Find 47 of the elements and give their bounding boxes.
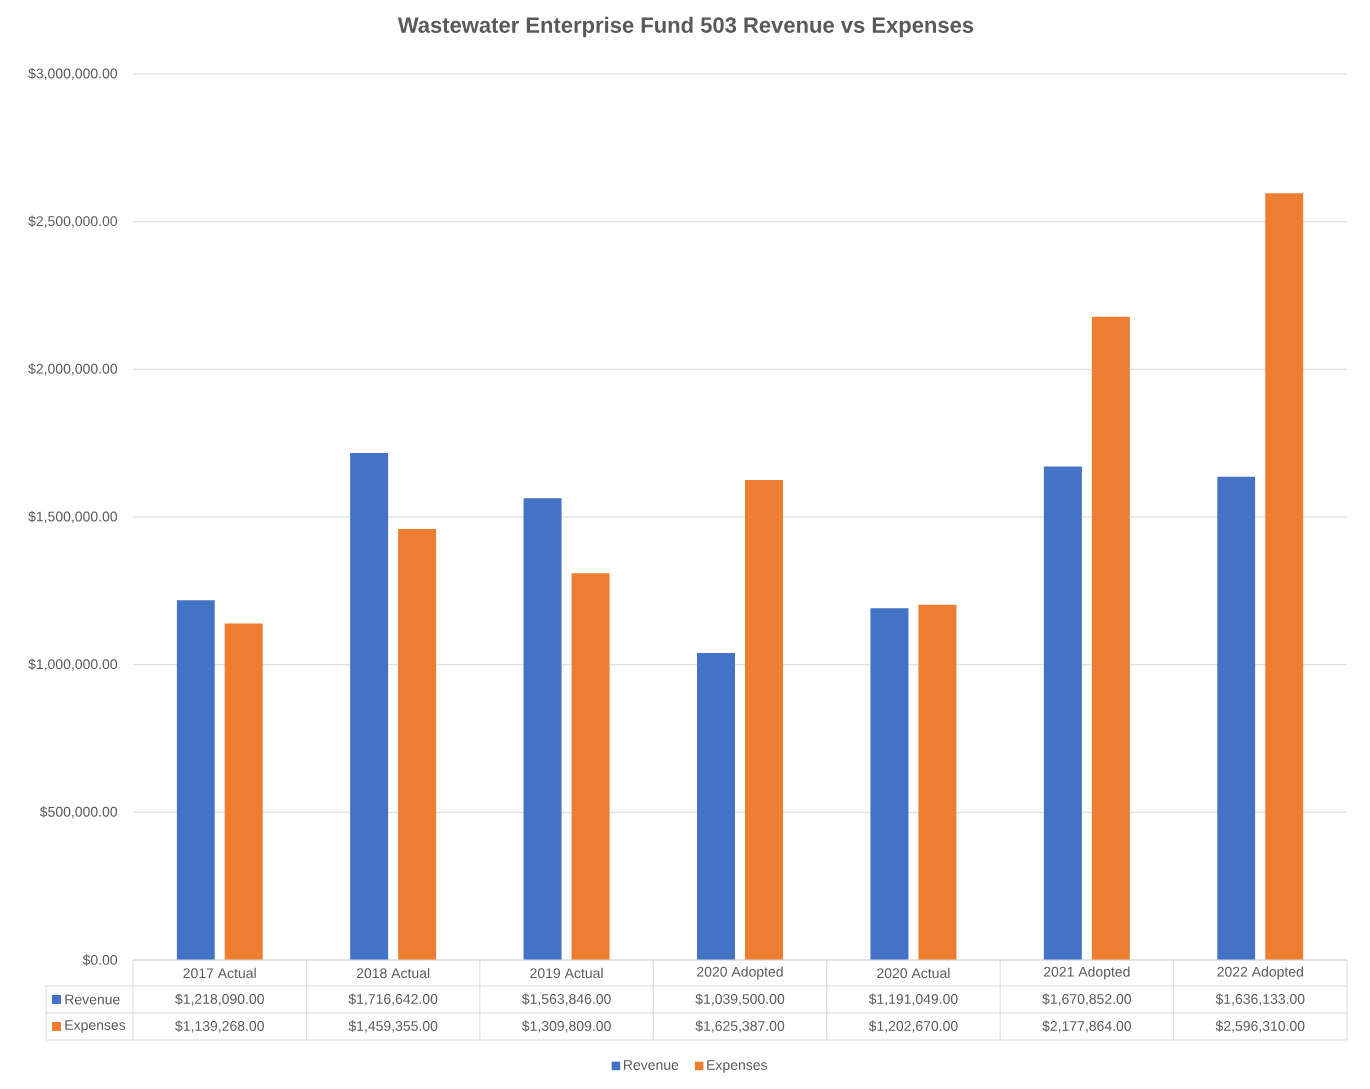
bar (398, 529, 437, 960)
bar (1043, 466, 1082, 960)
bar (870, 608, 909, 960)
x-tick-label: 2022 Adopted (1217, 966, 1303, 980)
text: Revenue (624, 1060, 679, 1070)
y-tick-label: $2,000,000.00 (28, 363, 118, 376)
y-tick-label: $2,500,000.00 (28, 215, 118, 228)
data-label: $1,625,387.00 (695, 1020, 785, 1033)
data-label: $1,139,268.00 (175, 1020, 264, 1033)
x-tick-label: 2019 Actual (530, 967, 603, 979)
x-tick-label: 2017 Actual (183, 967, 256, 979)
bar (697, 653, 735, 960)
bar (1091, 316, 1130, 960)
y-tick-label: $0.00 (82, 954, 118, 966)
bar (918, 604, 957, 960)
y-tick-label: $1,000,000.00 (28, 658, 118, 671)
bar (571, 573, 610, 960)
bar (1217, 476, 1256, 960)
data-label: $1,670,852.00 (1042, 993, 1132, 1006)
bar (1265, 193, 1304, 960)
data-label: $1,716,642.00 (348, 993, 438, 1006)
x-tick-label: 2021 Adopted (1043, 966, 1130, 980)
text: Expenses (65, 1020, 126, 1033)
data-label: $2,177,864.00 (1042, 1020, 1132, 1033)
chart-title: Wastewater Enterprise Fund 503 Revenue vs Expenses (397, 16, 974, 38)
y-tick-label: $500,000.00 (39, 806, 118, 819)
bar (523, 498, 562, 960)
data-label: $1,309,809.00 (521, 1020, 611, 1033)
bar (176, 600, 215, 960)
data-label: $1,202,670.00 (868, 1020, 958, 1033)
bar (350, 453, 389, 960)
bar (224, 623, 263, 960)
legend-label: Expenses (707, 1060, 768, 1073)
legend-label: Revenue (65, 994, 120, 1005)
y-tick-label: $1,500,000.00 (28, 510, 118, 524)
data-label: $1,218,090.00 (175, 993, 264, 1006)
data-label: $2,596,310.00 (1215, 1020, 1305, 1033)
data-label: $1,039,500.00 (695, 993, 785, 1006)
bar (745, 479, 783, 960)
data-label: $1,459,355.00 (348, 1020, 438, 1033)
data-label: $1,191,049.00 (868, 993, 958, 1006)
y-tick-label: $3,000,000.00 (28, 67, 118, 81)
x-tick-label: 2020 Actual (877, 967, 950, 979)
data-label: $1,563,846.00 (521, 993, 611, 1006)
x-tick-label: 2018 Actual (356, 967, 430, 979)
x-tick-label: 2020 Adopted (697, 966, 783, 980)
data-label: $1,636,133.00 (1215, 993, 1305, 1006)
